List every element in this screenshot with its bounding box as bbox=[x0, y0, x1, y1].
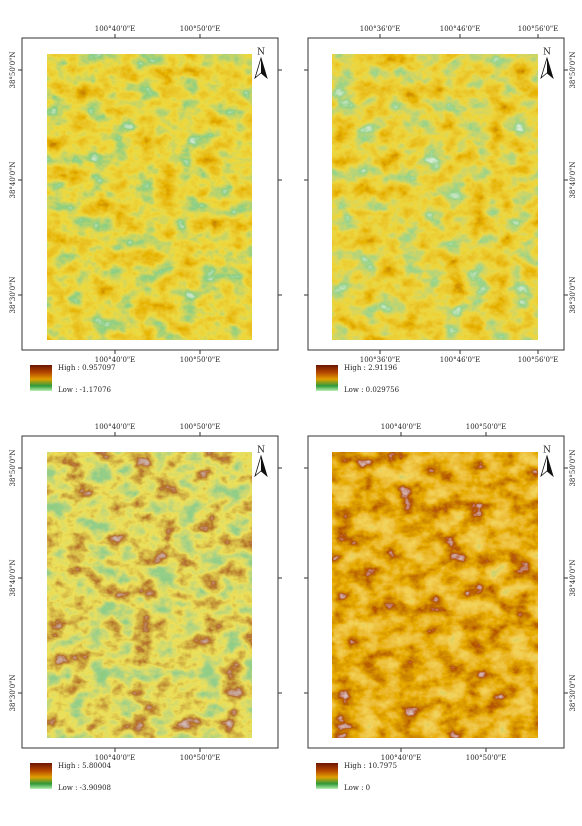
bottom-label: 100°50'0"E bbox=[466, 754, 506, 762]
north-label: N bbox=[543, 48, 551, 58]
top-label: 100°50'0"E bbox=[180, 423, 220, 431]
side-label: 38°30'0"N bbox=[9, 276, 17, 313]
top-label: 100°40'0"E bbox=[95, 423, 135, 431]
bottom-label: 100°40'0"E bbox=[95, 356, 135, 364]
top-label: 100°40'0"E bbox=[381, 423, 421, 431]
side-label: 38°40'0"N bbox=[9, 161, 17, 198]
legend-swatch bbox=[30, 365, 52, 391]
legend-high: High : 10.7975 bbox=[344, 762, 397, 770]
north-label: N bbox=[257, 446, 265, 456]
legend-low: Low : -3.90908 bbox=[58, 784, 111, 792]
top-label: 100°36'0"E bbox=[360, 25, 400, 33]
top-label: 100°46'0"E bbox=[440, 25, 480, 33]
north-arrow-fill bbox=[261, 456, 267, 476]
top-label: 100°56'0"E bbox=[518, 25, 558, 33]
bottom-label: 100°50'0"E bbox=[180, 754, 220, 762]
side-label: 38°30'0"N bbox=[569, 276, 577, 313]
bottom-label: 100°40'0"E bbox=[381, 754, 421, 762]
north-arrow-fill bbox=[261, 58, 267, 78]
side-label: 38°50'0"N bbox=[9, 449, 17, 486]
north-arrow-fill bbox=[547, 456, 553, 476]
map-image bbox=[332, 452, 538, 738]
legend-swatch bbox=[316, 763, 338, 789]
bottom-label: 100°50'0"E bbox=[180, 356, 220, 364]
bottom-label: 100°40'0"E bbox=[95, 754, 135, 762]
side-label: 38°40'0"N bbox=[9, 559, 17, 596]
bottom-label: 100°46'0"E bbox=[440, 356, 480, 364]
legend-high: High : 2.91196 bbox=[344, 364, 398, 372]
side-label: 38°30'0"N bbox=[9, 674, 17, 711]
top-label: 100°50'0"E bbox=[180, 25, 220, 33]
legend-high: High : 0.957097 bbox=[58, 364, 116, 372]
side-label: 38°50'0"N bbox=[9, 51, 17, 88]
legend-low: Low : -1.17076 bbox=[58, 386, 112, 394]
map-image bbox=[47, 452, 252, 738]
map-image bbox=[47, 54, 252, 340]
map-image bbox=[332, 54, 538, 340]
legend-low: Low : 0 bbox=[344, 784, 370, 792]
top-label: 100°50'0"E bbox=[466, 423, 506, 431]
legend-low: Low : 0.029756 bbox=[344, 386, 400, 394]
north-arrow-fill bbox=[547, 58, 553, 78]
side-label: 38°40'0"N bbox=[569, 559, 577, 596]
north-label: N bbox=[543, 446, 551, 456]
legend-high: High : 5.80004 bbox=[58, 762, 112, 770]
side-label: 38°50'0"N bbox=[569, 51, 577, 88]
bottom-label: 100°56'0"E bbox=[518, 356, 558, 364]
side-label: 38°30'0"N bbox=[569, 674, 577, 711]
top-label: 100°40'0"E bbox=[95, 25, 135, 33]
side-label: 38°40'0"N bbox=[569, 161, 577, 198]
bottom-label: 100°36'0"E bbox=[360, 356, 400, 364]
north-label: N bbox=[257, 48, 265, 58]
legend-swatch bbox=[30, 763, 52, 789]
legend-swatch bbox=[316, 365, 338, 391]
side-label: 38°50'0"N bbox=[569, 449, 577, 486]
